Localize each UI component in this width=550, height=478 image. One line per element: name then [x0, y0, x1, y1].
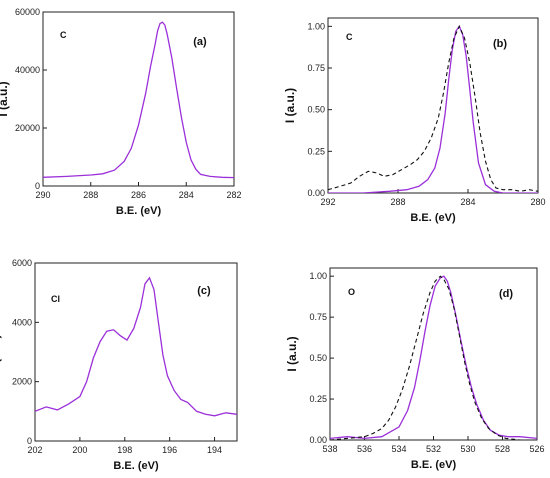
y-tick-label: 6000 — [12, 258, 32, 268]
y-tick-label: 0.50 — [307, 105, 325, 115]
panel-c: 202 200 198 196 194 0 2000 4000 6000 B.E. (eV) I (… — [0, 258, 238, 472]
x-tick-label: 286 — [131, 190, 146, 200]
x-tick-label: 288 — [83, 190, 98, 200]
panel-label: (b) — [493, 38, 507, 50]
dashed-spectrum-line — [330, 275, 537, 440]
panel-b: 292 288 284 280 0.00 0.25 0.50 0.75 1.00 B.E. (eV… — [283, 17, 546, 224]
element-label: Cl — [51, 294, 60, 304]
panel-label: (c) — [197, 285, 211, 297]
y-tick-label: 0.00 — [309, 435, 327, 445]
y-axis-label: I (a.u.) — [0, 334, 2, 369]
y-tick-label: 0.00 — [307, 188, 325, 198]
y-tick-label: 20000 — [15, 123, 40, 133]
y-tick-label: 0.25 — [309, 394, 327, 404]
y-tick-label: 0.25 — [307, 146, 325, 156]
spectrum-line — [35, 276, 237, 417]
x-axis-label: B.E. (eV) — [116, 205, 162, 217]
y-tick-label: 1.00 — [307, 21, 325, 31]
x-tick-label: 528 — [495, 444, 510, 454]
x-tick-label: 534 — [391, 444, 406, 454]
x-tick-label: 536 — [357, 444, 372, 454]
y-tick-label: 60000 — [15, 7, 40, 17]
y-tick-label: 0 — [27, 436, 32, 446]
x-tick-label: 526 — [529, 444, 544, 454]
spectrum-line — [330, 275, 537, 440]
element-label: O — [348, 287, 355, 297]
element-label: C — [346, 32, 353, 42]
x-tick-label: 280 — [530, 197, 545, 207]
y-tick-label: 2000 — [12, 377, 32, 387]
y-tick-label: 0 — [35, 181, 40, 191]
y-tick-label: 0.75 — [307, 63, 325, 73]
x-tick-label: 284 — [460, 197, 475, 207]
x-tick-label: 532 — [426, 444, 441, 454]
y-tick-label: 0.50 — [309, 353, 327, 363]
spectrum-line — [43, 21, 234, 179]
y-axis-label: I (a.u.) — [285, 336, 299, 371]
x-tick-label: 200 — [72, 445, 87, 455]
y-tick-label: 1.00 — [309, 271, 327, 281]
x-tick-label: 198 — [117, 445, 132, 455]
panel-label: (a) — [193, 36, 207, 48]
panel-a: 290 288 286 284 282 0 20000 40000 60000 B.E. (eV)… — [0, 7, 242, 217]
panel-d: 538 536 534 532 530 528 526 0.00 0.25 0.50 0.75 1.0… — [285, 267, 545, 471]
y-tick-label: 40000 — [15, 65, 40, 75]
y-axis-label: I (a.u.) — [283, 88, 297, 123]
spectrum-line — [328, 24, 538, 193]
x-tick-label: 194 — [207, 445, 222, 455]
x-axis-label: B.E. (eV) — [113, 460, 159, 472]
y-tick-label: 0.75 — [309, 312, 327, 322]
dashed-spectrum-line — [328, 24, 538, 192]
x-tick-label: 538 — [322, 444, 337, 454]
x-tick-label: 530 — [460, 444, 475, 454]
panel-label: (d) — [499, 288, 513, 300]
element-label: C — [60, 30, 67, 40]
x-tick-label: 292 — [320, 197, 335, 207]
y-axis-label: I (a.u.) — [0, 81, 10, 116]
plot-frame — [34, 262, 238, 442]
x-axis-label: B.E. (eV) — [410, 212, 456, 224]
y-tick-label: 4000 — [12, 317, 32, 327]
x-tick-label: 196 — [162, 445, 177, 455]
x-tick-label: 202 — [27, 445, 42, 455]
x-axis-label: B.E. (eV) — [411, 459, 457, 471]
x-tick-label: 282 — [226, 190, 241, 200]
x-tick-label: 290 — [35, 190, 50, 200]
x-tick-label: 284 — [179, 190, 194, 200]
plot-frame — [327, 17, 539, 194]
x-tick-label: 288 — [390, 197, 405, 207]
